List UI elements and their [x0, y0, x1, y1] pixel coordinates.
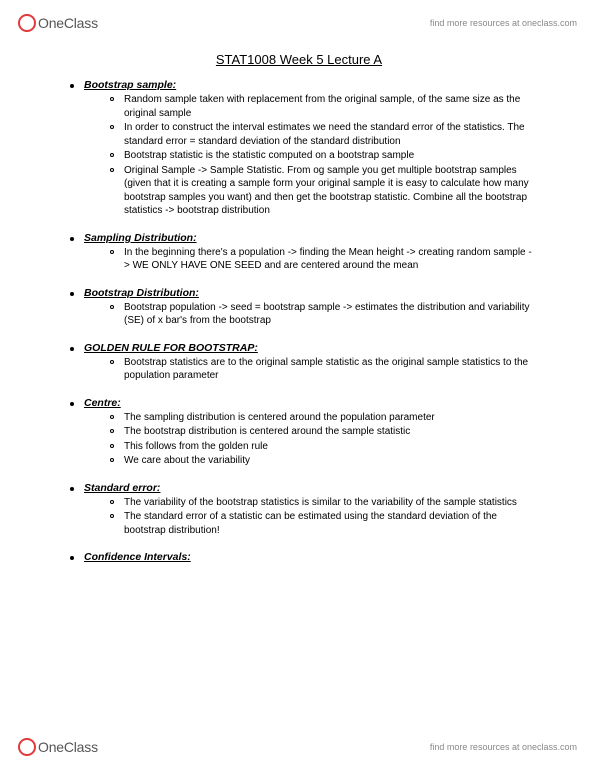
list-item: The variability of the bootstrap statist…: [110, 496, 534, 510]
bullet-circle-icon: [110, 125, 114, 129]
list-item-text: Original Sample -> Sample Statistic. Fro…: [124, 164, 534, 218]
list-item-text: We care about the variability: [124, 454, 534, 468]
list-item: The standard error of a statistic can be…: [110, 510, 534, 537]
document-title: STAT1008 Week 5 Lecture A: [64, 52, 534, 67]
sub-list: Bootstrap population -> seed = bootstrap…: [110, 301, 534, 328]
bullet-circle-icon: [110, 168, 114, 172]
section: Bootstrap sample: Random sample taken wit…: [64, 79, 534, 218]
list-item-text: Bootstrap statistics are to the original…: [124, 356, 534, 383]
list-item: Original Sample -> Sample Statistic. Fro…: [110, 164, 534, 218]
resource-link-top[interactable]: find more resources at oneclass.com: [430, 18, 577, 28]
section-header: Bootstrap Distribution:: [64, 287, 534, 299]
logo-circle-icon: [18, 738, 36, 756]
section-title: Bootstrap Distribution:: [84, 287, 199, 299]
list-item-text: In the beginning there's a population ->…: [124, 246, 534, 273]
sub-list: In the beginning there's a population ->…: [110, 246, 534, 273]
section-title: Standard error:: [84, 482, 160, 494]
list-item: Bootstrap statistic is the statistic com…: [110, 149, 534, 163]
section-header: Centre:: [64, 397, 534, 409]
sub-list: Random sample taken with replacement fro…: [110, 93, 534, 218]
sub-list: The variability of the bootstrap statist…: [110, 496, 534, 538]
list-item: Bootstrap population -> seed = bootstrap…: [110, 301, 534, 328]
section-header: Bootstrap sample:: [64, 79, 534, 91]
document-body: STAT1008 Week 5 Lecture A Bootstrap samp…: [64, 52, 534, 577]
list-item-text: The bootstrap distribution is centered a…: [124, 425, 534, 439]
section: Bootstrap Distribution: Bootstrap populat…: [64, 287, 534, 328]
bullet-disc-icon: [70, 402, 74, 406]
section: Confidence Intervals:: [64, 551, 534, 563]
brand-name-footer: OneClass: [38, 739, 98, 755]
section-title: Sampling Distribution:: [84, 232, 197, 244]
list-item: The bootstrap distribution is centered a…: [110, 425, 534, 439]
section-title: Centre:: [84, 397, 121, 409]
list-item-text: Bootstrap population -> seed = bootstrap…: [124, 301, 534, 328]
bullet-disc-icon: [70, 487, 74, 491]
sub-list: The sampling distribution is centered ar…: [110, 411, 534, 468]
section-header: GOLDEN RULE FOR BOOTSTRAP:: [64, 342, 534, 354]
bullet-circle-icon: [110, 153, 114, 157]
logo-circle-icon: [18, 14, 36, 32]
section-header: Sampling Distribution:: [64, 232, 534, 244]
page-header: OneClass find more resources at oneclass…: [0, 10, 595, 36]
section: Standard error: The variability of the bo…: [64, 482, 534, 538]
bullet-circle-icon: [110, 360, 114, 364]
section-header: Standard error:: [64, 482, 534, 494]
brand-logo-footer: OneClass: [18, 738, 98, 756]
section: GOLDEN RULE FOR BOOTSTRAP: Bootstrap stat…: [64, 342, 534, 383]
bullet-circle-icon: [110, 415, 114, 419]
list-item-text: The sampling distribution is centered ar…: [124, 411, 534, 425]
list-item: In the beginning there's a population ->…: [110, 246, 534, 273]
brand-name: OneClass: [38, 15, 98, 31]
bullet-circle-icon: [110, 97, 114, 101]
bullet-circle-icon: [110, 458, 114, 462]
section-title: Confidence Intervals:: [84, 551, 191, 563]
list-item-text: In order to construct the interval estim…: [124, 121, 534, 148]
bullet-disc-icon: [70, 292, 74, 296]
list-item: The sampling distribution is centered ar…: [110, 411, 534, 425]
bullet-circle-icon: [110, 500, 114, 504]
section-title: Bootstrap sample:: [84, 79, 176, 91]
bullet-disc-icon: [70, 347, 74, 351]
bullet-disc-icon: [70, 237, 74, 241]
section: Sampling Distribution: In the beginning t…: [64, 232, 534, 273]
list-item-text: Random sample taken with replacement fro…: [124, 93, 534, 120]
bullet-circle-icon: [110, 250, 114, 254]
bullet-disc-icon: [70, 556, 74, 560]
section-header: Confidence Intervals:: [64, 551, 534, 563]
sub-list: Bootstrap statistics are to the original…: [110, 356, 534, 383]
list-item-text: The standard error of a statistic can be…: [124, 510, 534, 537]
list-item: This follows from the golden rule: [110, 440, 534, 454]
bullet-circle-icon: [110, 444, 114, 448]
list-item: Bootstrap statistics are to the original…: [110, 356, 534, 383]
brand-logo: OneClass: [18, 14, 98, 32]
list-item-text: This follows from the golden rule: [124, 440, 534, 454]
list-item-text: Bootstrap statistic is the statistic com…: [124, 149, 534, 163]
list-item: Random sample taken with replacement fro…: [110, 93, 534, 120]
sections-container: Bootstrap sample: Random sample taken wit…: [64, 79, 534, 563]
resource-link-bottom[interactable]: find more resources at oneclass.com: [430, 742, 577, 752]
list-item: In order to construct the interval estim…: [110, 121, 534, 148]
bullet-circle-icon: [110, 429, 114, 433]
bullet-disc-icon: [70, 84, 74, 88]
section-title: GOLDEN RULE FOR BOOTSTRAP:: [84, 342, 258, 354]
section: Centre:The sampling distribution is cent…: [64, 397, 534, 468]
page-footer: OneClass find more resources at oneclass…: [0, 734, 595, 760]
bullet-circle-icon: [110, 514, 114, 518]
list-item-text: The variability of the bootstrap statist…: [124, 496, 534, 510]
bullet-circle-icon: [110, 305, 114, 309]
list-item: We care about the variability: [110, 454, 534, 468]
